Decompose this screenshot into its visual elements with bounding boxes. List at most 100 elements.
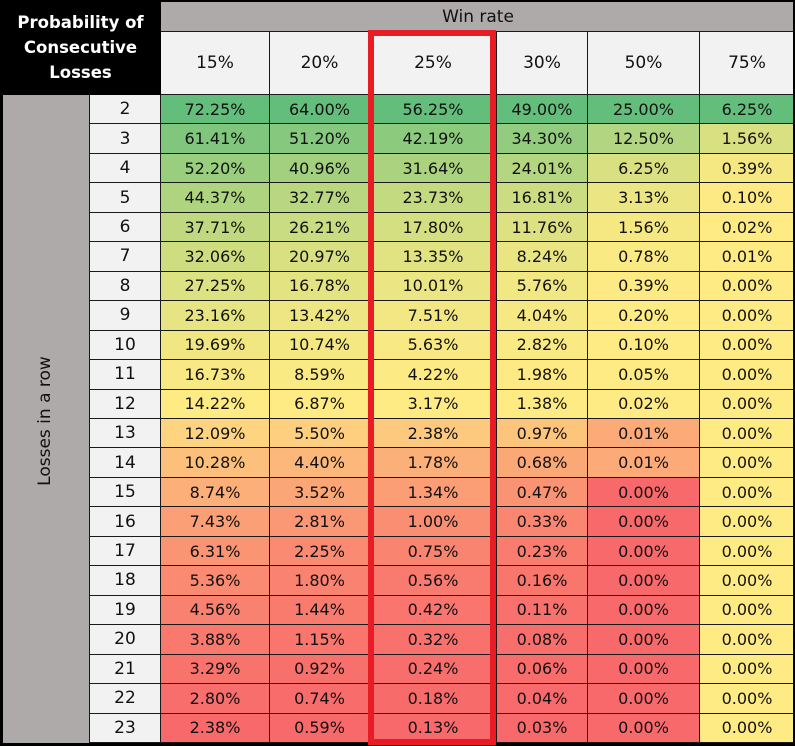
- table-cell: 5.76%: [497, 271, 588, 302]
- table-cell: 51.20%: [270, 124, 370, 154]
- row-label-losses: 3: [90, 124, 161, 154]
- column-header-50pct: 50%: [588, 32, 700, 95]
- table-cell: 0.39%: [700, 153, 795, 184]
- row-label-losses: 11: [90, 360, 161, 390]
- table-cell: 0.00%: [700, 419, 795, 449]
- table-cell: 0.00%: [588, 507, 700, 537]
- table-cell: 2.38%: [370, 419, 497, 449]
- table-cell: 3.29%: [161, 654, 270, 685]
- table-cell: 32.06%: [161, 242, 270, 272]
- table-cell: 2.25%: [270, 536, 370, 567]
- table-cell: 1.34%: [370, 477, 497, 508]
- table-cell: 0.00%: [700, 448, 795, 478]
- table-cell: 7.51%: [370, 301, 497, 331]
- row-label-losses: 20: [90, 625, 161, 655]
- table-cell: 1.56%: [700, 124, 795, 154]
- table-cell: 16.73%: [161, 360, 270, 390]
- table-cell: 40.96%: [270, 153, 370, 184]
- table-cell: 4.22%: [370, 360, 497, 390]
- table-cell: 0.33%: [497, 507, 588, 537]
- table-cell: 0.24%: [370, 654, 497, 685]
- title-line-1: Probability of: [17, 13, 144, 32]
- table-cell: 0.10%: [588, 330, 700, 361]
- row-label-losses: 6: [90, 212, 161, 243]
- row-label-losses: 12: [90, 389, 161, 419]
- table-cell: 32.77%: [270, 183, 370, 213]
- table-cell: 0.59%: [270, 713, 370, 743]
- row-label-losses: 2: [90, 95, 161, 125]
- table-cell: 0.00%: [700, 684, 795, 714]
- table-cell: 0.00%: [588, 536, 700, 567]
- table-cell: 0.00%: [700, 507, 795, 537]
- table-cell: 0.78%: [588, 242, 700, 272]
- table-cell: 2.81%: [270, 507, 370, 537]
- table-cell: 0.06%: [497, 654, 588, 685]
- table-cell: 0.18%: [370, 684, 497, 714]
- table-cell: 6.87%: [270, 389, 370, 419]
- column-header-30pct: 30%: [497, 32, 588, 95]
- row-label-losses: 19: [90, 595, 161, 626]
- row-label-losses: 13: [90, 419, 161, 449]
- table-cell: 25.00%: [588, 95, 700, 125]
- losses-in-a-row-label: Losses in a row: [0, 95, 90, 746]
- table-cell: 3.17%: [370, 389, 497, 419]
- table-cell: 0.01%: [588, 448, 700, 478]
- table-cell: 11.76%: [497, 212, 588, 243]
- table-cell: 0.00%: [700, 654, 795, 685]
- table-cell: 0.00%: [700, 389, 795, 419]
- table-cell: 17.80%: [370, 212, 497, 243]
- table-cell: 12.09%: [161, 419, 270, 449]
- table-cell: 23.73%: [370, 183, 497, 213]
- table-cell: 0.00%: [700, 566, 795, 596]
- row-label-losses: 18: [90, 566, 161, 596]
- title-line-3: Losses: [49, 63, 112, 82]
- table-cell: 10.01%: [370, 271, 497, 302]
- table-cell: 0.32%: [370, 625, 497, 655]
- table-cell: 1.44%: [270, 595, 370, 626]
- table-cell: 8.24%: [497, 242, 588, 272]
- table-cell: 0.75%: [370, 536, 497, 567]
- table-cell: 0.00%: [700, 271, 795, 302]
- row-label-losses: 14: [90, 448, 161, 478]
- table-cell: 0.68%: [497, 448, 588, 478]
- table-cell: 1.38%: [497, 389, 588, 419]
- table-cell: 1.98%: [497, 360, 588, 390]
- table-cell: 0.00%: [588, 595, 700, 626]
- row-group-label: Losses in a row: [34, 355, 55, 486]
- table-cell: 1.78%: [370, 448, 497, 478]
- table-cell: 72.25%: [161, 95, 270, 125]
- table-cell: 0.00%: [588, 477, 700, 508]
- table-cell: 2.38%: [161, 713, 270, 743]
- row-label-losses: 21: [90, 654, 161, 685]
- table-cell: 0.11%: [497, 595, 588, 626]
- table-cell: 10.74%: [270, 330, 370, 361]
- row-label-losses: 16: [90, 507, 161, 537]
- row-label-losses: 10: [90, 330, 161, 361]
- table-cell: 1.80%: [270, 566, 370, 596]
- table-cell: 0.10%: [700, 183, 795, 213]
- table-cell: 0.92%: [270, 654, 370, 685]
- table-title: Probability of Consecutive Losses: [0, 0, 161, 95]
- table-cell: 16.78%: [270, 271, 370, 302]
- table-cell: 1.00%: [370, 507, 497, 537]
- table-cell: 0.00%: [700, 477, 795, 508]
- table-cell: 3.88%: [161, 625, 270, 655]
- table-cell: 5.63%: [370, 330, 497, 361]
- table-cell: 6.25%: [700, 95, 795, 125]
- column-header-20pct: 20%: [270, 32, 370, 95]
- table-cell: 24.01%: [497, 153, 588, 184]
- table-cell: 0.20%: [588, 301, 700, 331]
- column-header-15pct: 15%: [161, 32, 270, 95]
- title-line-2: Consecutive: [23, 38, 138, 57]
- table-cell: 5.36%: [161, 566, 270, 596]
- table-cell: 0.97%: [497, 419, 588, 449]
- table-cell: 19.69%: [161, 330, 270, 361]
- table-cell: 14.22%: [161, 389, 270, 419]
- table-cell: 16.81%: [497, 183, 588, 213]
- table-cell: 0.00%: [588, 654, 700, 685]
- table-cell: 12.50%: [588, 124, 700, 154]
- table-cell: 0.00%: [588, 566, 700, 596]
- table-cell: 0.42%: [370, 595, 497, 626]
- table-cell: 0.56%: [370, 566, 497, 596]
- table-cell: 4.04%: [497, 301, 588, 331]
